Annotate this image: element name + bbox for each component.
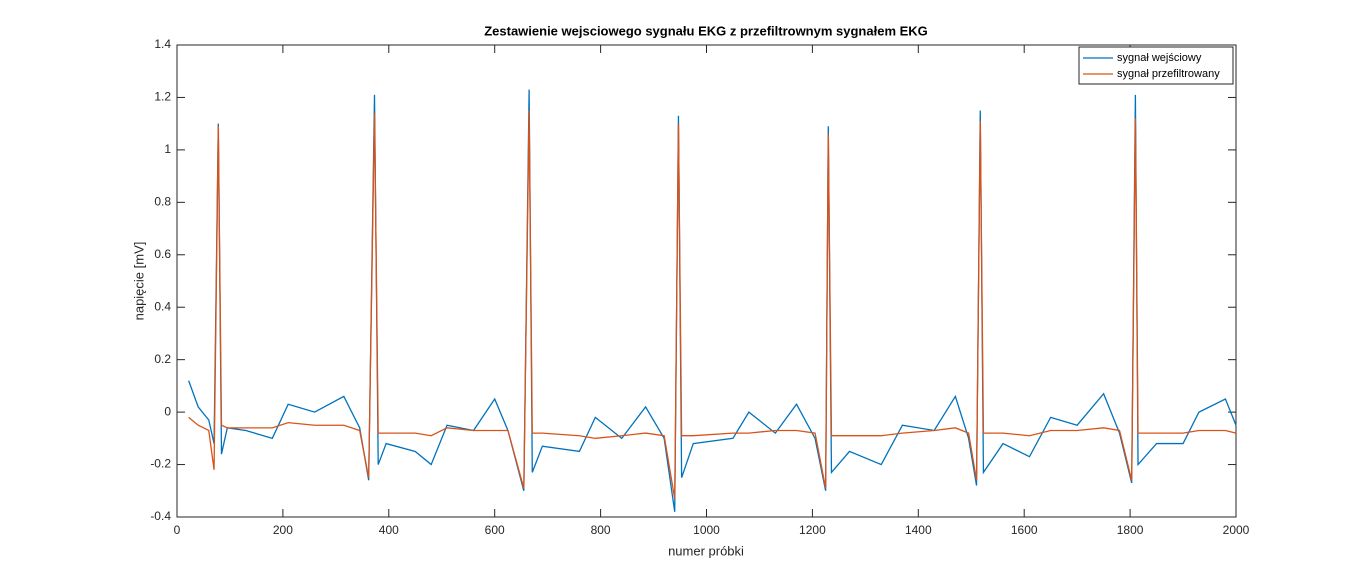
y-tick-label: 0.6 [154,247,171,261]
x-tick-label: 1400 [905,523,932,537]
y-tick-label: -0.4 [150,509,171,523]
x-tick-label: 0 [174,523,181,537]
data-line [188,89,1237,512]
y-tick-label: 0.2 [154,352,171,366]
x-tick-label: 2000 [1223,523,1250,537]
x-tick-label: 1000 [693,523,720,537]
legend-label: sygnał przefiltrowany [1117,68,1220,80]
x-tick-label: 1600 [1011,523,1038,537]
chart-title: Zestawienie wejsciowego sygnału EKG z pr… [484,23,928,38]
x-tick-label: 1800 [1117,523,1144,537]
plot-frame [176,44,1237,518]
y-tick-label: 1.4 [154,37,171,51]
x-tick-label: 1200 [799,523,826,537]
x-tick-label: 400 [379,523,399,537]
x-axis-label: numer próbki [668,543,744,558]
x-tick-label: 800 [591,523,611,537]
y-tick-label: 1.2 [154,90,171,104]
x-tick-label: 600 [485,523,505,537]
y-axis-label: napięcie [mV] [131,242,146,321]
y-tick-label: 1 [164,142,171,156]
y-tick-label: 0.4 [154,299,171,313]
legend-box [1078,46,1234,85]
data-line [188,110,1237,499]
y-tick-label: -0.2 [150,457,171,471]
legend-label: sygnał wejściowy [1117,52,1202,64]
x-tick-label: 200 [273,523,293,537]
y-tick-label: 0.8 [154,195,171,209]
y-tick-label: 0 [164,404,171,418]
